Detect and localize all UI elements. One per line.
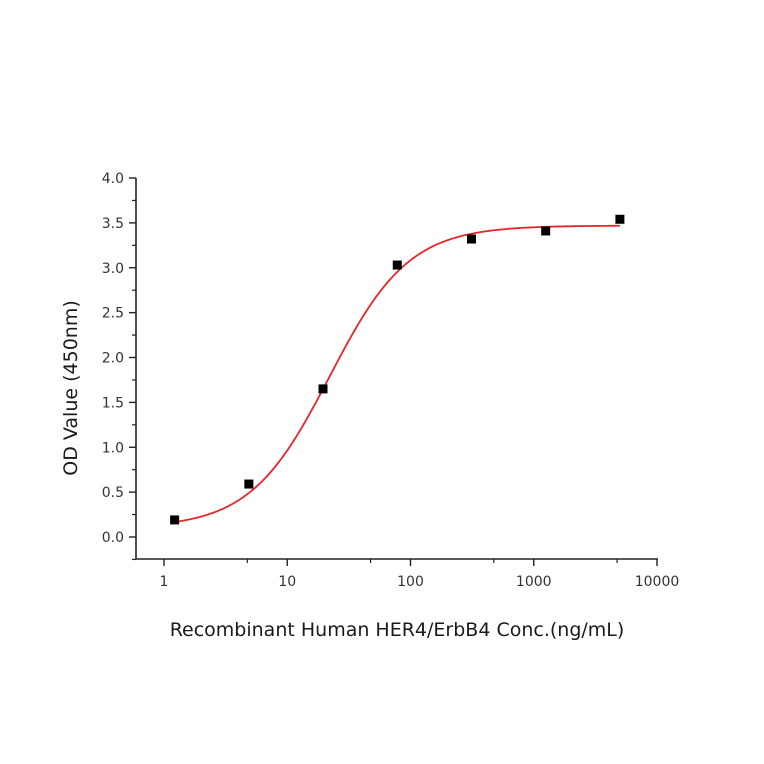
x-tick-label: 1 [160,574,169,590]
x-tick-label: 10 [278,574,296,590]
y-ticks: 0.0 0.5 1.0 1.5 2.0 2.5 3.0 3.5 4.0 [102,171,136,561]
data-point-marker [170,515,180,525]
axes: 0.0 0.5 1.0 1.5 2.0 2.5 3.0 3.5 4.0 1 10 100 1000 10… [102,171,680,590]
data-point-marker [244,479,254,489]
fit-curve [174,224,620,523]
y-tick-label: 3.0 [102,261,124,277]
y-tick-label: 1.5 [102,395,124,411]
x-tick-label: 10000 [635,574,680,590]
y-tick-label: 1.0 [102,440,124,456]
y-tick-label: 4.0 [102,171,124,187]
y-tick-label: 0.0 [102,530,124,546]
x-axis-title: Recombinant Human HER4/ErbB4 Conc.(ng/mL… [170,619,625,641]
y-axis-title: OD Value (450nm) [60,300,82,475]
x-ticks: 1 10 100 1000 10000 [160,559,680,590]
y-tick-label: 2.0 [102,351,124,367]
x-tick-label: 100 [397,574,424,590]
data-point-marker [466,234,476,244]
y-tick-label: 3.5 [102,216,124,232]
y-tick-label: 0.5 [102,485,124,501]
data-points [170,214,625,525]
data-point-marker [541,226,551,236]
data-point-marker [318,384,328,394]
x-tick-label: 1000 [516,574,552,590]
y-tick-label: 2.5 [102,306,124,322]
data-point-marker [615,214,625,224]
data-point-marker [392,260,402,270]
